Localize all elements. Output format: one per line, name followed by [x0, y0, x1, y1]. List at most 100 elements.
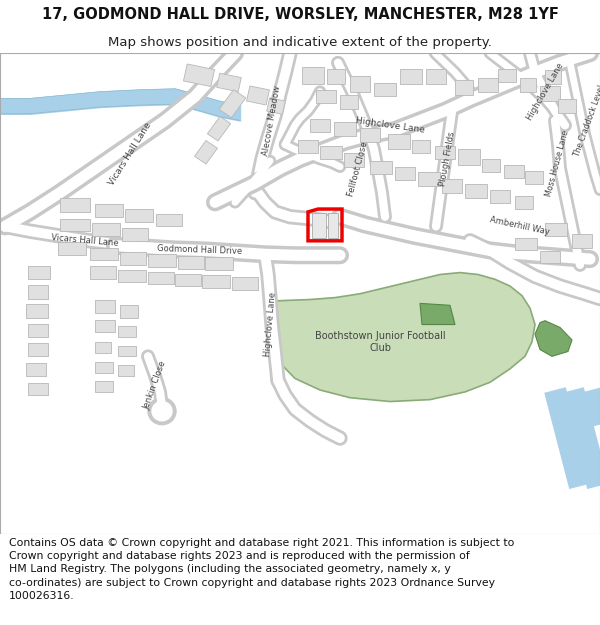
Bar — [118, 365, 134, 376]
Bar — [426, 69, 446, 84]
Bar — [28, 343, 48, 356]
Bar — [28, 324, 48, 337]
Bar — [465, 184, 487, 198]
Bar — [118, 270, 146, 282]
Bar — [232, 278, 258, 290]
Bar — [400, 69, 422, 84]
Text: Map shows position and indicative extent of the property.: Map shows position and indicative extent… — [108, 36, 492, 49]
Text: 17, GODMOND HALL DRIVE, WORSLEY, MANCHESTER, M28 1YF: 17, GODMOND HALL DRIVE, WORSLEY, MANCHES… — [41, 8, 559, 22]
Text: Highclove Lane: Highclove Lane — [525, 61, 565, 122]
Bar — [156, 214, 182, 226]
Bar — [120, 305, 138, 318]
Bar — [148, 254, 176, 267]
Bar — [316, 90, 336, 103]
Bar — [184, 64, 215, 86]
Bar — [418, 173, 440, 186]
Bar — [520, 78, 536, 92]
Bar — [312, 213, 326, 238]
Text: Godmond Hall Drive: Godmond Hall Drive — [157, 244, 242, 256]
Bar — [28, 266, 50, 279]
Bar — [95, 362, 113, 372]
Polygon shape — [420, 303, 455, 324]
Bar — [545, 222, 567, 236]
Bar — [205, 257, 233, 270]
Bar — [334, 122, 356, 136]
Bar — [310, 119, 330, 132]
Bar — [217, 73, 241, 92]
Bar — [175, 274, 201, 286]
Text: Boothstown Junior Football
Club: Boothstown Junior Football Club — [314, 331, 445, 352]
Bar — [360, 128, 380, 142]
Text: Plough Fields: Plough Fields — [438, 131, 456, 187]
Bar — [28, 383, 48, 395]
Text: Contains OS data © Crown copyright and database right 2021. This information is : Contains OS data © Crown copyright and d… — [9, 538, 514, 601]
Bar — [95, 381, 113, 392]
Bar — [90, 248, 118, 260]
Text: Jenkin Close: Jenkin Close — [142, 359, 168, 411]
Circle shape — [148, 398, 176, 424]
Bar — [370, 161, 392, 174]
Bar — [125, 209, 153, 221]
Bar — [219, 89, 246, 118]
Bar — [458, 149, 480, 165]
Bar — [298, 140, 318, 153]
Bar — [478, 78, 498, 92]
Bar — [60, 219, 90, 231]
Bar — [558, 99, 576, 112]
Bar — [344, 153, 364, 167]
Text: Moss House Lane: Moss House Lane — [544, 129, 570, 198]
Polygon shape — [535, 321, 572, 356]
Bar — [490, 190, 510, 203]
Text: Alecove Meadow: Alecove Meadow — [262, 85, 283, 156]
Text: Highclove Lane: Highclove Lane — [355, 116, 425, 134]
Bar — [350, 76, 370, 92]
Bar — [26, 363, 46, 376]
Bar — [545, 71, 561, 84]
Bar — [58, 242, 86, 255]
Bar — [540, 86, 560, 101]
Bar — [60, 199, 90, 212]
Bar — [120, 253, 146, 265]
Bar — [90, 266, 116, 279]
Bar — [482, 159, 500, 172]
Bar — [95, 204, 123, 217]
Polygon shape — [265, 272, 535, 401]
Bar — [412, 140, 430, 153]
Bar — [525, 171, 543, 184]
Text: The Craddock Level: The Craddock Level — [573, 84, 600, 158]
Bar — [515, 196, 533, 209]
Bar — [504, 165, 524, 178]
Bar — [247, 86, 269, 105]
Bar — [435, 146, 455, 159]
Bar — [572, 234, 592, 248]
Bar — [320, 146, 342, 159]
Text: Vicars Hall Lane: Vicars Hall Lane — [51, 233, 119, 248]
Bar — [26, 304, 48, 318]
Bar — [92, 224, 120, 236]
Bar — [540, 251, 560, 263]
Text: Amberhill Way: Amberhill Way — [489, 216, 551, 237]
Bar — [498, 69, 516, 82]
Bar — [340, 96, 358, 109]
Bar — [267, 98, 285, 114]
Bar — [395, 167, 415, 180]
Bar — [515, 238, 537, 251]
Bar — [442, 179, 462, 192]
Circle shape — [152, 401, 172, 421]
Bar — [148, 272, 174, 284]
Bar — [122, 228, 148, 241]
Text: Vicars Hall Lane: Vicars Hall Lane — [107, 121, 153, 188]
Bar — [118, 346, 136, 356]
Bar — [118, 326, 136, 337]
Bar — [327, 69, 345, 84]
Bar — [194, 141, 217, 164]
Bar — [328, 213, 338, 238]
Bar — [302, 67, 324, 84]
Bar — [28, 285, 48, 299]
Bar — [388, 134, 410, 149]
Bar — [95, 342, 111, 353]
Bar — [202, 276, 230, 288]
Bar — [95, 320, 115, 332]
Bar — [374, 83, 396, 96]
Bar — [178, 256, 204, 269]
